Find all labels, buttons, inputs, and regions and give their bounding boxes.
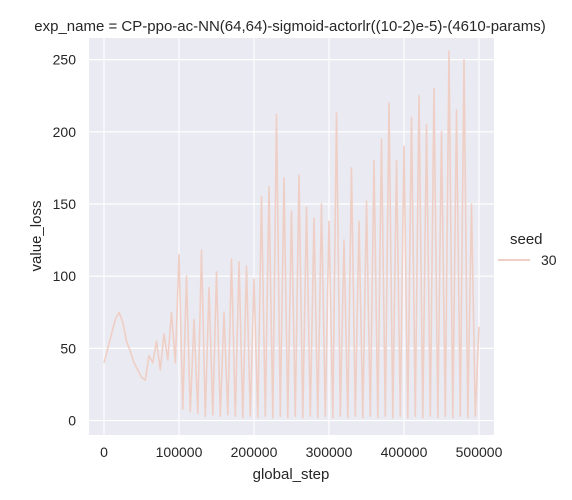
x-tick-label: 500000 [456, 444, 503, 460]
y-tick-label: 0 [68, 413, 76, 429]
x-tick-label: 200000 [231, 444, 278, 460]
x-tick-label: 0 [100, 444, 108, 460]
x-tick-label: 100000 [156, 444, 203, 460]
x-tick-label: 400000 [381, 444, 428, 460]
x-axis-label: global_step [253, 466, 330, 483]
series-line-30 [103, 50, 480, 419]
legend-label: 30 [541, 252, 557, 268]
y-tick-label: 50 [60, 340, 76, 356]
x-tick-labels: 0 100000 200000 300000 400000 500000 [100, 444, 502, 460]
y-tick-label: 250 [53, 52, 77, 68]
y-tick-label: 100 [53, 268, 77, 284]
y-tick-label: 200 [53, 124, 77, 140]
y-axis-label: value_loss [28, 201, 45, 272]
legend-title: seed [510, 231, 543, 248]
legend: seed 30 [498, 231, 557, 268]
y-tick-label: 150 [53, 196, 77, 212]
series-layer [103, 50, 480, 419]
x-tick-label: 300000 [306, 444, 353, 460]
y-tick-labels: 0 50 100 150 200 250 [53, 52, 77, 429]
chart-title: exp_name = CP-ppo-ac-NN(64,64)-sigmoid-a… [34, 18, 545, 35]
